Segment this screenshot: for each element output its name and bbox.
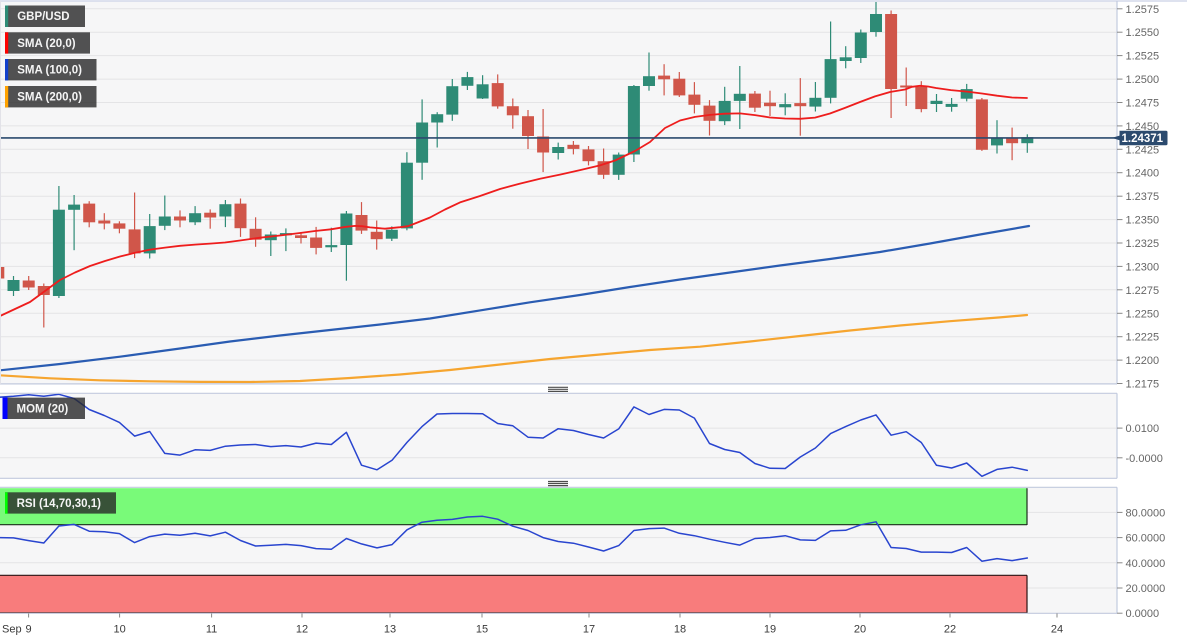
svg-text:1.2300: 1.2300 xyxy=(1126,261,1160,273)
svg-text:1.2200: 1.2200 xyxy=(1126,355,1160,367)
svg-text:17: 17 xyxy=(583,624,595,636)
svg-text:1.2525: 1.2525 xyxy=(1126,51,1160,63)
svg-text:1.2250: 1.2250 xyxy=(1126,308,1160,320)
svg-text:SMA (20,0): SMA (20,0) xyxy=(17,38,76,50)
svg-text:22: 22 xyxy=(944,624,956,636)
svg-text:1.2275: 1.2275 xyxy=(1126,285,1160,297)
svg-text:40.0000: 40.0000 xyxy=(1126,558,1166,570)
svg-text:12: 12 xyxy=(296,624,308,636)
svg-text:24: 24 xyxy=(1051,624,1063,636)
svg-text:1.2225: 1.2225 xyxy=(1126,332,1160,344)
svg-text:10: 10 xyxy=(113,624,125,636)
svg-text:SMA (100,0): SMA (100,0) xyxy=(17,65,82,77)
svg-text:20: 20 xyxy=(854,624,866,636)
svg-text:1.2425: 1.2425 xyxy=(1126,144,1160,156)
svg-text:15: 15 xyxy=(476,624,488,636)
svg-text:19: 19 xyxy=(764,624,776,636)
svg-text:9: 9 xyxy=(26,624,32,636)
svg-text:60.0000: 60.0000 xyxy=(1126,533,1166,545)
svg-text:GBP/USD: GBP/USD xyxy=(17,11,69,23)
svg-text:-0.0000: -0.0000 xyxy=(1126,453,1163,465)
svg-text:1.24371: 1.24371 xyxy=(1122,133,1164,145)
svg-text:1.2350: 1.2350 xyxy=(1126,215,1160,227)
svg-text:1.2325: 1.2325 xyxy=(1126,238,1160,250)
svg-text:1.2550: 1.2550 xyxy=(1126,27,1160,39)
svg-text:13: 13 xyxy=(384,624,396,636)
svg-text:1.2475: 1.2475 xyxy=(1126,98,1160,110)
svg-text:18: 18 xyxy=(674,624,686,636)
svg-text:1.2175: 1.2175 xyxy=(1126,379,1160,391)
svg-text:MOM (20): MOM (20) xyxy=(17,403,69,415)
svg-text:1.2450: 1.2450 xyxy=(1126,121,1160,133)
svg-text:Sep: Sep xyxy=(2,624,22,636)
svg-text:1.2400: 1.2400 xyxy=(1126,168,1160,180)
svg-text:1.2575: 1.2575 xyxy=(1126,4,1160,16)
svg-text:1.2500: 1.2500 xyxy=(1126,74,1160,86)
svg-text:SMA (200,0): SMA (200,0) xyxy=(17,92,82,104)
svg-text:0.0100: 0.0100 xyxy=(1126,423,1160,435)
svg-text:0.0000: 0.0000 xyxy=(1126,608,1160,620)
svg-text:80.0000: 80.0000 xyxy=(1126,507,1166,519)
svg-text:11: 11 xyxy=(206,624,217,636)
svg-text:20.0000: 20.0000 xyxy=(1126,583,1166,595)
svg-text:1.2375: 1.2375 xyxy=(1126,191,1160,203)
svg-text:RSI (14,70,30,1): RSI (14,70,30,1) xyxy=(17,498,102,510)
